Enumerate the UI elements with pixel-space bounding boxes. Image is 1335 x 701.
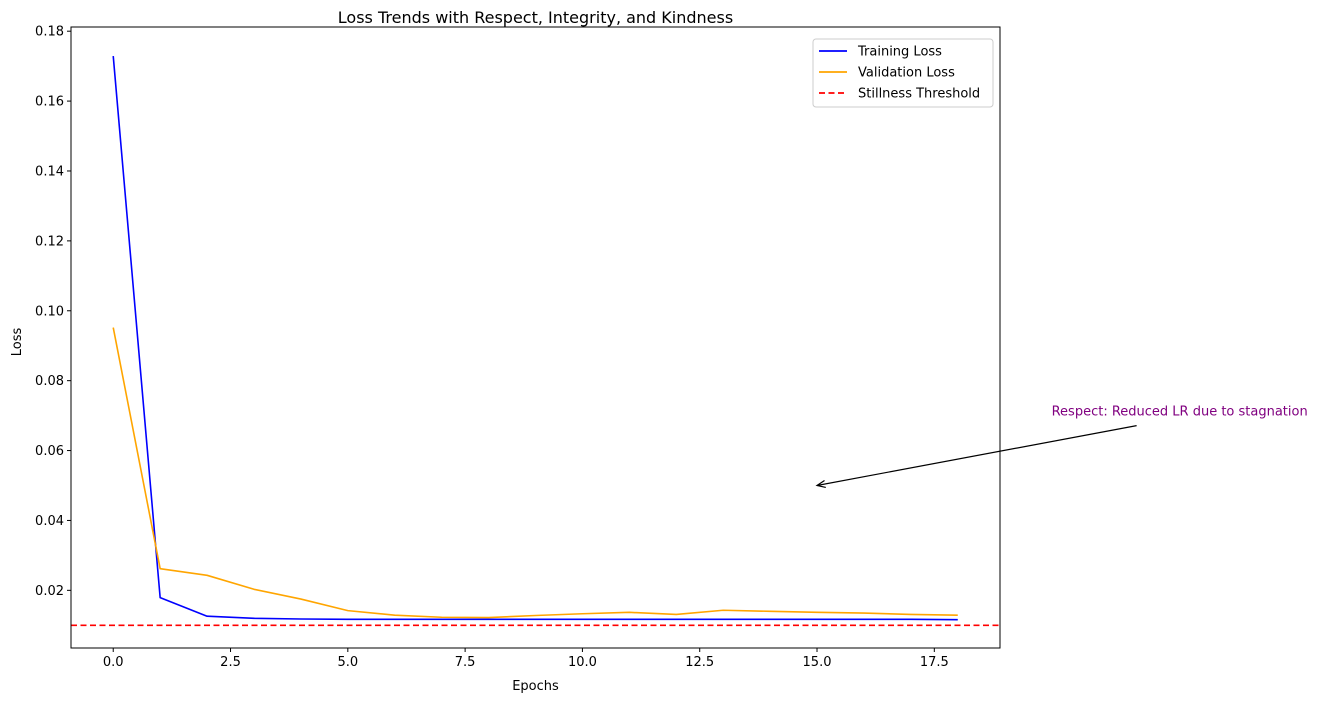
y-tick-label: 0.10 xyxy=(35,304,64,319)
x-tick-label: 7.5 xyxy=(455,655,476,670)
y-tick-label: 0.12 xyxy=(35,234,64,249)
y-tick-label: 0.18 xyxy=(35,25,64,40)
x-tick-label: 15.0 xyxy=(803,655,832,670)
y-tick-label: 0.04 xyxy=(35,514,64,529)
x-axis-label: Epochs xyxy=(512,679,559,694)
legend: Training Loss Validation Loss Stillness … xyxy=(812,38,994,108)
x-tick-label: 5.0 xyxy=(337,655,358,670)
x-tick-label: 17.5 xyxy=(920,655,949,670)
y-tick-label: 0.16 xyxy=(35,95,64,110)
legend-box xyxy=(812,38,994,108)
plot-frame xyxy=(70,26,1001,649)
y-axis-label: Loss xyxy=(10,328,25,357)
annotation-arrow-line xyxy=(816,425,1137,487)
x-tick-label: 12.5 xyxy=(685,655,714,670)
x-tick-label: 10.0 xyxy=(568,655,597,670)
annotation-text: Respect: Reduced LR due to stagnation xyxy=(1052,405,1308,420)
y-tick-label: 0.02 xyxy=(35,584,64,599)
series-line-training-loss xyxy=(112,55,958,621)
x-tick-label: 2.5 xyxy=(220,655,241,670)
plot-background xyxy=(71,27,1000,648)
series-line-validation-loss xyxy=(112,327,958,619)
y-tick-label: 0.06 xyxy=(35,444,64,459)
annotation-arrow-head xyxy=(815,480,826,489)
legend-label-training-loss: Training Loss xyxy=(857,45,942,60)
y-tick-label: 0.14 xyxy=(35,164,64,179)
chart-title: Loss Trends with Respect, Integrity, and… xyxy=(338,8,733,27)
y-tick-label: 0.08 xyxy=(35,374,64,389)
x-tick-label: 0.0 xyxy=(103,655,124,670)
legend-label-validation-loss: Validation Loss xyxy=(858,66,955,81)
legend-label-stillness-threshold: Stillness Threshold xyxy=(858,87,980,102)
